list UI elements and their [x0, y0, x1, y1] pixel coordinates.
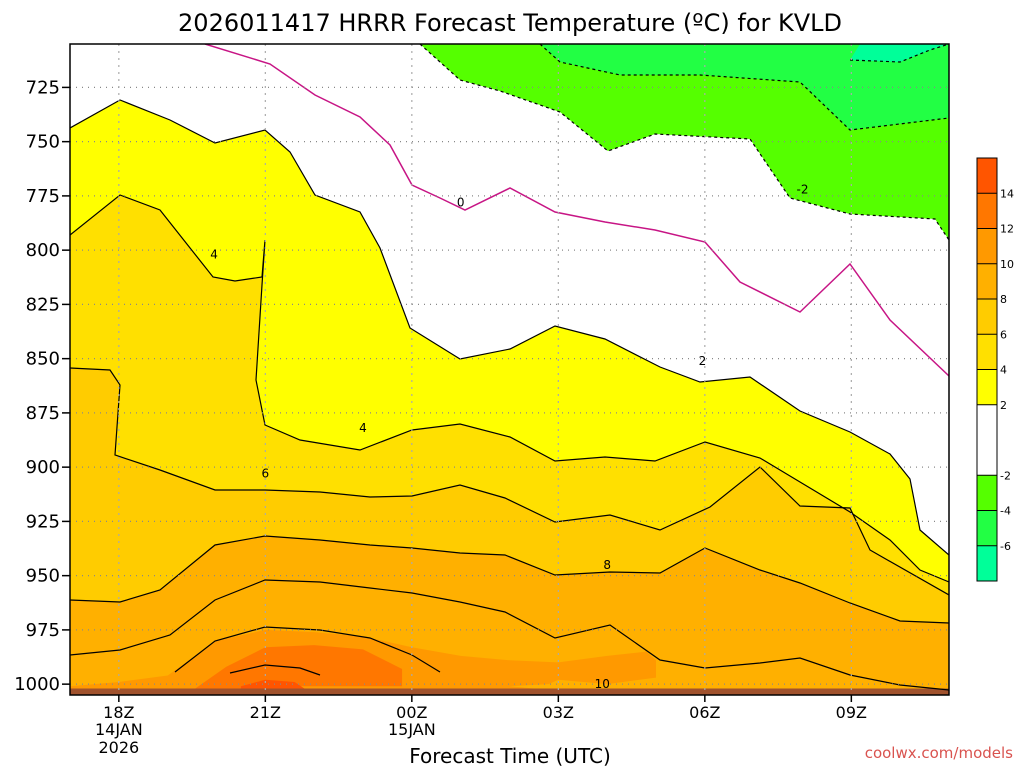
x-tick-label: 21Z [250, 703, 281, 722]
x-tick-label: 09Z [836, 703, 867, 722]
x-tick-label: 03Z [543, 703, 574, 722]
colorbar-tick-label: -2 [1000, 469, 1011, 482]
colorbar-swatch [977, 263, 997, 299]
colorbar-swatch [977, 510, 997, 546]
contour-lines [70, 44, 949, 691]
x-tick-label: 06Z [689, 703, 720, 722]
credit-text: coolwx.com/models [865, 744, 1013, 762]
colorbar-tick-label: 6 [1000, 328, 1007, 341]
colorbar-swatch [977, 545, 997, 581]
contour-2 [70, 99, 949, 556]
contour-label: 4 [210, 247, 218, 261]
colorbar-tick-label: 4 [1000, 364, 1007, 377]
temp-region-neg4-neg2 [540, 44, 949, 130]
y-tick-label: 875 [26, 403, 60, 424]
x-tick-label: 00Z [396, 703, 427, 722]
chart-title: 2026011417 HRRR Forecast Temperature (ºC… [178, 9, 842, 37]
x-tick-date: 14JAN [95, 720, 143, 739]
x-tick-label: 18Z [103, 703, 134, 722]
x-tick-date: 15JAN [388, 720, 436, 739]
y-tick-label: 900 [26, 457, 60, 478]
y-tick-label: 950 [26, 566, 60, 587]
colorbar-tick-label: -4 [1000, 505, 1011, 518]
y-tick-label: 750 [26, 132, 60, 153]
y-tick-label: 725 [26, 77, 60, 98]
y-tick-label: 925 [26, 511, 60, 532]
y-axis: 725 750 775 800 825 850 875 900 925 950 975 1000 [14, 77, 70, 695]
x-axis-title: Forecast Time (UTC) [409, 744, 611, 768]
x-tick-year: 2026 [98, 738, 139, 757]
contour-label: 6 [262, 467, 270, 481]
contour-6 [70, 367, 949, 596]
contour-label: 0 [457, 195, 465, 209]
contour-14 [229, 664, 321, 676]
colorbar-swatch [977, 475, 997, 511]
colorbar-swatch [977, 228, 997, 264]
plot-frame [69, 43, 950, 696]
contour-label: 2 [699, 354, 707, 368]
contour-label: 10 [595, 677, 610, 691]
colorbar-swatch [977, 369, 997, 405]
contour-label: -2 [797, 182, 809, 196]
colorbar-swatch [977, 193, 997, 229]
temp-region-neg6-neg4 [850, 44, 949, 62]
contour-label: 8 [603, 558, 611, 572]
colorbar-swatch [977, 334, 997, 370]
colorbar-tick-label: 10 [1000, 258, 1014, 271]
contour-neg4 [539, 44, 949, 131]
colorbar-tick-label: -6 [1000, 540, 1011, 553]
y-tick-label: 800 [26, 240, 60, 261]
y-tick-label: 1000 [14, 674, 60, 695]
y-tick-label: 825 [26, 294, 60, 315]
contour-10 [70, 579, 949, 691]
contour-labels: 0 -2 2 4 4 6 8 10 [210, 182, 808, 691]
ground [70, 688, 949, 695]
colorbar-tick-label: 8 [1000, 293, 1007, 306]
colorbar-tick-label: 12 [1000, 223, 1014, 236]
colorbar-swatch [977, 404, 997, 476]
contour-neg2 [419, 44, 949, 241]
colorbar-tick-label: 2 [1000, 399, 1007, 412]
grid [70, 44, 949, 695]
contour-8 [70, 535, 949, 624]
temp-region-14-16 [240, 679, 305, 689]
temp-region-0-2 [70, 44, 949, 555]
colorbar-tick-label: 14 [1000, 187, 1014, 200]
colorbar-swatch [977, 158, 997, 194]
colorbar: -6 -4 -2 2 4 6 8 10 12 14 [976, 157, 1014, 582]
y-tick-label: 975 [26, 620, 60, 641]
contour-label: 4 [359, 421, 367, 435]
contour-neg6 [849, 44, 949, 63]
colorbar-swatch [977, 299, 997, 335]
y-tick-label: 850 [26, 349, 60, 370]
y-tick-label: 775 [26, 186, 60, 207]
